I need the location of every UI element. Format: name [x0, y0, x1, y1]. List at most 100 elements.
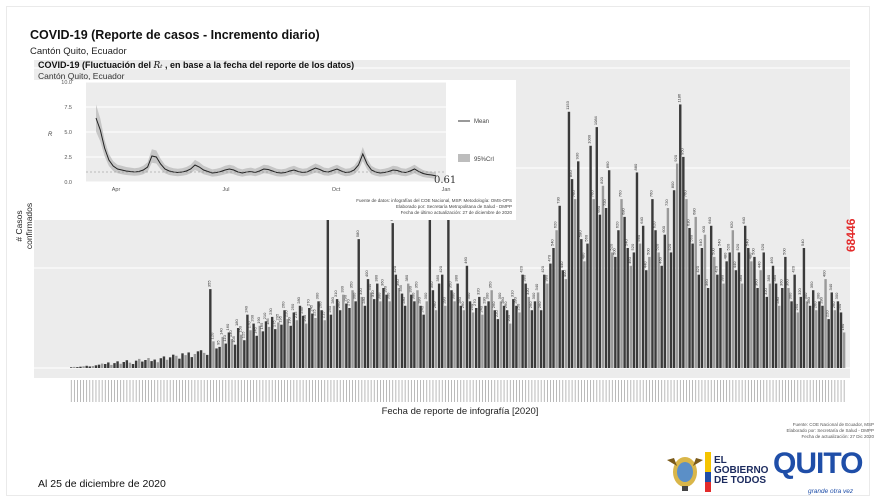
bar-data-label: 540: [550, 239, 555, 246]
bar-data-label: 300: [386, 292, 391, 299]
bar: [688, 228, 691, 368]
bar-data-label: 280: [330, 296, 335, 303]
bar: [598, 214, 602, 368]
bar-data-label: 420: [438, 265, 443, 272]
bar: [611, 252, 614, 368]
bar-data-label: 380: [738, 274, 743, 281]
bar-data-label: 420: [713, 265, 718, 272]
bar: [447, 203, 450, 368]
inset-source-line: Elaborado por: Secretaría Metropolitana …: [395, 204, 512, 209]
bar: [258, 325, 261, 368]
bar: [484, 305, 487, 368]
bar-data-label: 540: [624, 239, 629, 246]
chart-subtitle: Cantón Quito, Ecuador: [30, 46, 127, 57]
bar: [771, 265, 775, 368]
inset-source-line: Fecha de último actualización: 27 de dic…: [400, 210, 512, 215]
bar-data-label: 620: [553, 221, 558, 228]
bar-data-label: 240: [327, 305, 332, 312]
bar-data-label: 720: [602, 199, 607, 206]
bar: [830, 292, 833, 368]
bar-data-label: 320: [763, 287, 768, 294]
bar-data-label: 640: [639, 216, 644, 223]
bar-data-label: 220: [494, 310, 499, 317]
bar-data-label: 320: [475, 287, 480, 294]
bar: [295, 320, 299, 368]
bar-data-label: 200: [302, 314, 307, 321]
bar: [175, 355, 178, 368]
bar-data-label: 640: [707, 216, 712, 223]
bar: [719, 248, 722, 368]
bar: [629, 265, 632, 368]
bar-data-label: 330: [383, 285, 388, 292]
bar-data-label: 420: [540, 265, 545, 272]
bar-data-label: 380: [454, 274, 459, 281]
bar-data-label: 280: [482, 296, 487, 303]
bar: [335, 299, 339, 368]
bar-data-label: 300: [788, 292, 793, 299]
bar-data-label: 400: [822, 270, 827, 277]
inset-y-tick-label: 2.5: [64, 155, 72, 161]
bar: [184, 355, 187, 368]
bar: [329, 314, 333, 368]
bar: [481, 314, 484, 368]
bar-data-label: 1084: [593, 115, 598, 125]
bar: [583, 261, 586, 368]
bar-data-label: 350: [429, 281, 434, 288]
bar: [654, 230, 657, 368]
bar: [298, 305, 302, 368]
bar: [713, 256, 716, 368]
bar-data-label: 420: [392, 265, 397, 272]
bar-data-label: 630: [686, 219, 691, 226]
bar: [431, 290, 435, 368]
bar-data-label: 1186: [676, 93, 681, 102]
bar-data-label: 250: [469, 303, 474, 310]
bar-data-label: 160: [840, 323, 845, 330]
bar-data-label: 300: [376, 292, 381, 299]
bar: [512, 299, 515, 368]
bar: [94, 365, 98, 368]
bar-data-label: 350: [448, 281, 453, 288]
bar: [199, 350, 203, 368]
bar: [450, 290, 453, 368]
bar-data-label: 310: [509, 290, 514, 297]
bar-data-label: 210: [262, 312, 267, 319]
bar-data-label: 170: [247, 321, 252, 328]
bar-data-label: 190: [287, 316, 292, 323]
bar-data-label: 320: [797, 287, 802, 294]
bar-data-label: 280: [775, 296, 780, 303]
bar: [728, 252, 731, 368]
bar: [385, 294, 388, 368]
bar: [444, 305, 447, 368]
bar: [289, 325, 292, 368]
bar: [784, 256, 787, 368]
bar: [521, 274, 524, 368]
bar: [379, 301, 382, 368]
bar-data-label: 280: [296, 296, 301, 303]
bar-data-label: 270: [472, 299, 477, 306]
bar-data-label: 360: [778, 279, 783, 286]
bar: [793, 274, 796, 368]
bar-data-label: 360: [379, 279, 384, 286]
bar-data-label: 690: [596, 205, 601, 212]
bar: [391, 223, 394, 368]
bar: [224, 343, 227, 368]
bar-data-label: 920: [673, 154, 678, 161]
bar-data-label: 280: [401, 296, 406, 303]
quito-tagline: grande otra vez: [808, 488, 854, 495]
bar-data-label: 260: [503, 301, 508, 308]
bar: [666, 208, 670, 368]
bar: [193, 354, 197, 368]
bar: [706, 288, 710, 368]
inset-source-note: Fuente de datos: infografías del COE Nac…: [276, 198, 512, 216]
bar: [543, 274, 546, 368]
bar: [799, 296, 803, 368]
bar-data-label: 400: [562, 270, 567, 277]
bar-data-label: 600: [701, 225, 706, 232]
bar-data-label: 260: [812, 301, 817, 308]
bar: [264, 321, 268, 368]
bar-data-label: 335: [398, 284, 403, 291]
bar: [768, 283, 772, 368]
bar: [212, 341, 215, 368]
bar: [187, 352, 190, 368]
bar: [496, 319, 500, 368]
